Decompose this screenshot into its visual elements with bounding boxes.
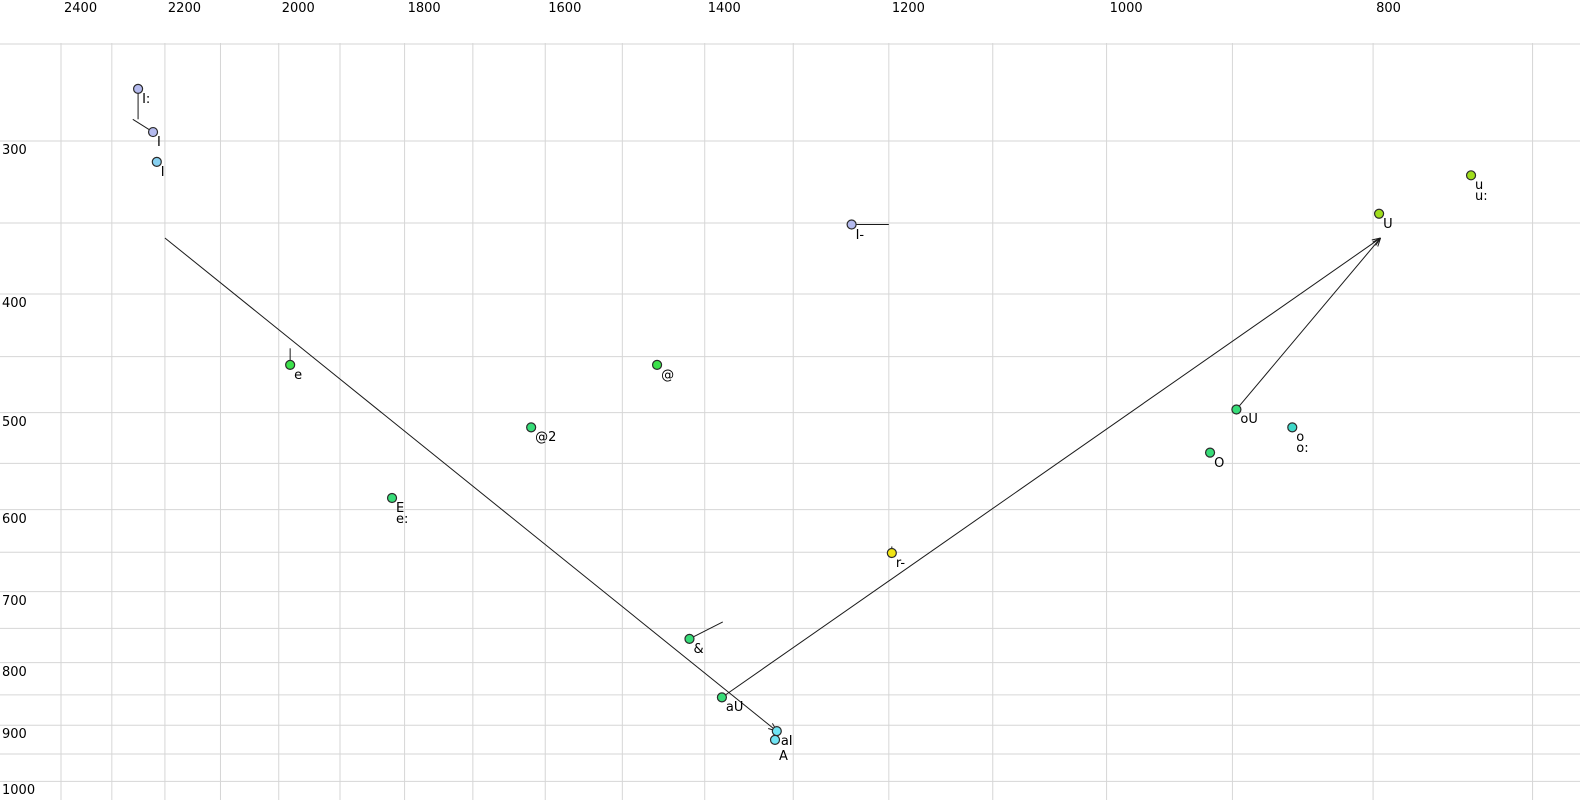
point-label-I-barred: I- bbox=[855, 227, 865, 243]
data-point-r-syllabic bbox=[886, 547, 897, 559]
point-label-A: A bbox=[779, 748, 788, 764]
x-tick-label: 1000 bbox=[1109, 1, 1143, 16]
point-label-I: I bbox=[157, 135, 161, 151]
point-label-schwa: @ bbox=[661, 367, 675, 383]
x-tick-label: 2200 bbox=[167, 1, 201, 16]
x-tick-label: 1200 bbox=[891, 1, 925, 16]
arrowhead-oU-glide bbox=[1372, 237, 1381, 243]
data-point-I-alt bbox=[151, 156, 162, 167]
point-label-o-long: o: bbox=[1296, 441, 1309, 457]
y-tick-label: 400 bbox=[2, 295, 27, 311]
point-label-aI: aI bbox=[780, 734, 793, 750]
data-point-aU bbox=[716, 692, 728, 703]
point-label-r-syllabic: r- bbox=[895, 556, 906, 572]
point-label-I-long: I: bbox=[142, 91, 151, 107]
x-tick-label: 1600 bbox=[548, 1, 582, 16]
trajectory-aI-glide bbox=[164, 237, 778, 732]
y-tick-label: 500 bbox=[2, 414, 27, 430]
data-point-E bbox=[386, 492, 398, 504]
data-point-I-long bbox=[132, 83, 144, 94]
data-point-e bbox=[285, 359, 296, 370]
y-tick-label: 900 bbox=[2, 727, 27, 743]
x-tick-label: 800 bbox=[1376, 1, 1401, 16]
data-point-A bbox=[769, 734, 781, 745]
point-label-u-long: u bbox=[1475, 178, 1484, 194]
point-label-u-long: u: bbox=[1475, 189, 1488, 205]
point-label-o-long: o bbox=[1296, 430, 1305, 446]
data-point-o-long bbox=[1287, 422, 1298, 433]
y-tick-label: 800 bbox=[2, 664, 27, 680]
data-point-U bbox=[1373, 208, 1385, 219]
x-tick-label: 1800 bbox=[407, 1, 441, 16]
point-label-aU: aU bbox=[725, 700, 744, 716]
data-point-O bbox=[1204, 447, 1216, 458]
data-point-I-barred bbox=[846, 219, 857, 230]
x-tick-label: 2400 bbox=[64, 1, 98, 16]
data-point-u-long bbox=[1465, 170, 1477, 181]
trajectory-aU-glide bbox=[721, 237, 1381, 698]
point-label-U: U bbox=[1383, 216, 1393, 232]
point-label-E: E bbox=[396, 500, 405, 516]
trajectory-oU-glide bbox=[1236, 237, 1381, 410]
y-tick-label: 300 bbox=[2, 143, 27, 158]
point-label-E: e: bbox=[396, 511, 409, 527]
point-label-schwa2: @2 bbox=[535, 430, 557, 446]
y-tick-label: 1000 bbox=[2, 783, 36, 799]
data-point-schwa bbox=[651, 359, 663, 370]
point-label-e: e bbox=[294, 367, 303, 383]
point-label-O: O bbox=[1214, 455, 1225, 471]
x-tick-label: 1400 bbox=[707, 1, 741, 16]
data-point-schwa2 bbox=[526, 422, 537, 433]
point-label-I-alt: I bbox=[160, 164, 165, 180]
data-point-oU bbox=[1231, 404, 1242, 415]
point-label-oU: oU bbox=[1240, 412, 1258, 428]
x-tick-label: 2000 bbox=[281, 1, 315, 16]
data-point-ash bbox=[684, 633, 695, 644]
y-tick-label: 600 bbox=[2, 511, 27, 527]
tick-ash bbox=[689, 621, 724, 640]
y-tick-label: 700 bbox=[2, 593, 27, 609]
arrowhead-oU-glide bbox=[1377, 237, 1382, 247]
point-label-ash: & bbox=[693, 641, 704, 657]
data-point-I bbox=[147, 126, 159, 138]
